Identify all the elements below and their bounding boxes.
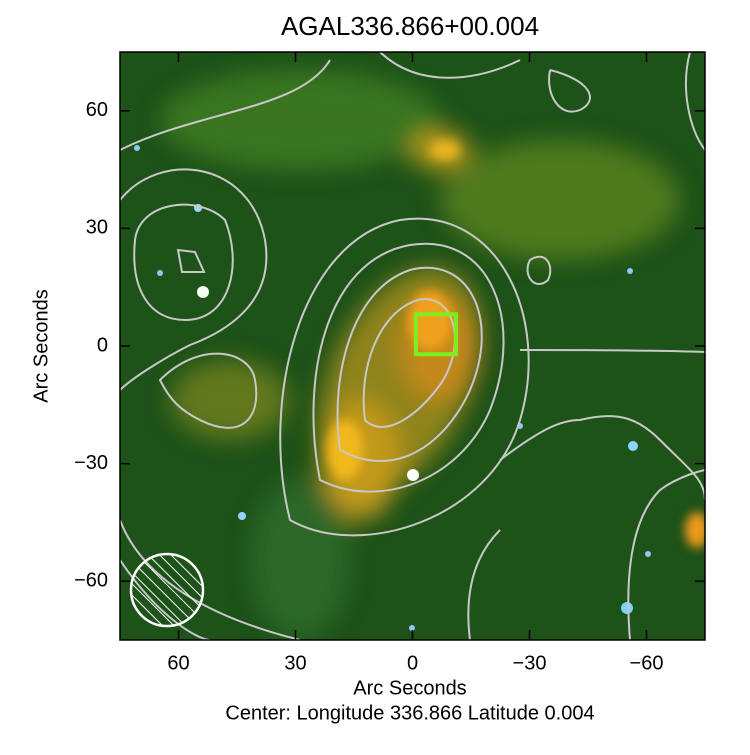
x-tick-label: −60	[630, 652, 664, 674]
x-axis-label: Arc Seconds	[353, 677, 466, 699]
y-axis-label: Arc Seconds	[30, 289, 52, 402]
y-tick-label: −30	[74, 452, 108, 474]
y-tick-label: −60	[74, 569, 108, 591]
sky-image	[120, 52, 705, 640]
y-tick-label: 30	[86, 217, 108, 239]
x-tick-label: 60	[167, 652, 189, 674]
subtitle: Center: Longitude 336.866 Latitude 0.004	[225, 702, 594, 724]
beam	[129, 552, 205, 628]
contours	[120, 52, 705, 640]
x-tick-label: −30	[513, 652, 547, 674]
y-tick-label: 60	[86, 99, 108, 121]
x-tick-label: 30	[284, 652, 306, 674]
chart-title: AGAL336.866+00.004	[281, 11, 539, 41]
source-marker	[413, 312, 458, 357]
y-tick-label: 0	[97, 334, 108, 356]
x-tick-label: 0	[407, 652, 418, 674]
